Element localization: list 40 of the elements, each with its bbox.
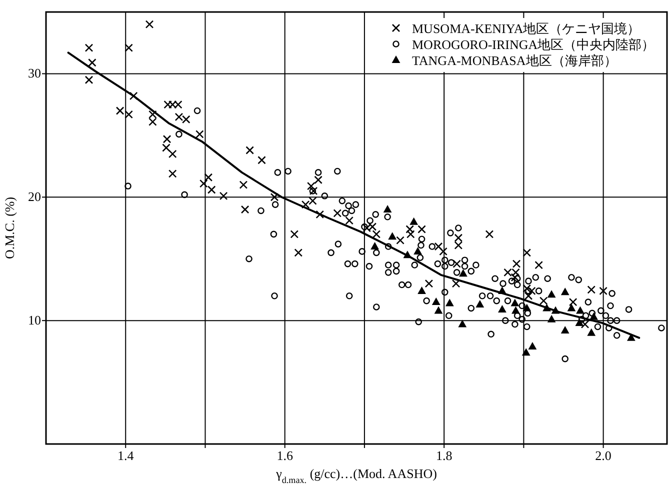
point xyxy=(458,320,467,328)
y-tick-label: 20 xyxy=(28,189,41,204)
point xyxy=(522,304,532,312)
y-tick-label: 10 xyxy=(28,312,41,328)
point xyxy=(388,232,397,240)
point xyxy=(547,290,556,298)
legend-label: MOROGORO-IRINGA地区（中央内陸部） xyxy=(412,37,655,52)
point xyxy=(560,288,570,296)
point xyxy=(590,312,598,320)
legend-label: MUSOMA-KENIYA地区（ケニヤ国境） xyxy=(412,21,640,36)
point xyxy=(434,306,443,314)
legend-label: TANGA-MONBASA地区（海岸部） xyxy=(412,53,617,68)
point xyxy=(522,348,530,356)
point xyxy=(626,333,636,341)
point xyxy=(512,306,520,314)
x-tick-label: 1.6 xyxy=(276,448,294,463)
point xyxy=(414,246,422,254)
x-tick-label: 2.0 xyxy=(595,448,612,463)
point xyxy=(458,269,468,277)
point xyxy=(510,298,520,306)
x-tick-label: 1.8 xyxy=(436,448,452,463)
point xyxy=(410,217,418,225)
point xyxy=(383,204,392,212)
y-axis-title: O.M.C. (%) xyxy=(2,196,17,260)
point xyxy=(587,328,596,336)
point xyxy=(445,298,454,306)
point xyxy=(576,306,584,314)
x-axis-title: γ$_{d.max.}$ (g/cc)…(Mod. AASHO) xyxy=(275,466,437,485)
point xyxy=(432,298,440,306)
point xyxy=(528,342,537,350)
point xyxy=(418,286,426,294)
point xyxy=(567,304,576,312)
point xyxy=(575,318,584,326)
point xyxy=(498,304,506,312)
point xyxy=(370,242,380,250)
point xyxy=(560,326,570,334)
y-tick-label: 30 xyxy=(28,66,41,81)
x-tick-label: 1.4 xyxy=(117,448,134,463)
point xyxy=(547,314,556,322)
point xyxy=(476,300,484,308)
